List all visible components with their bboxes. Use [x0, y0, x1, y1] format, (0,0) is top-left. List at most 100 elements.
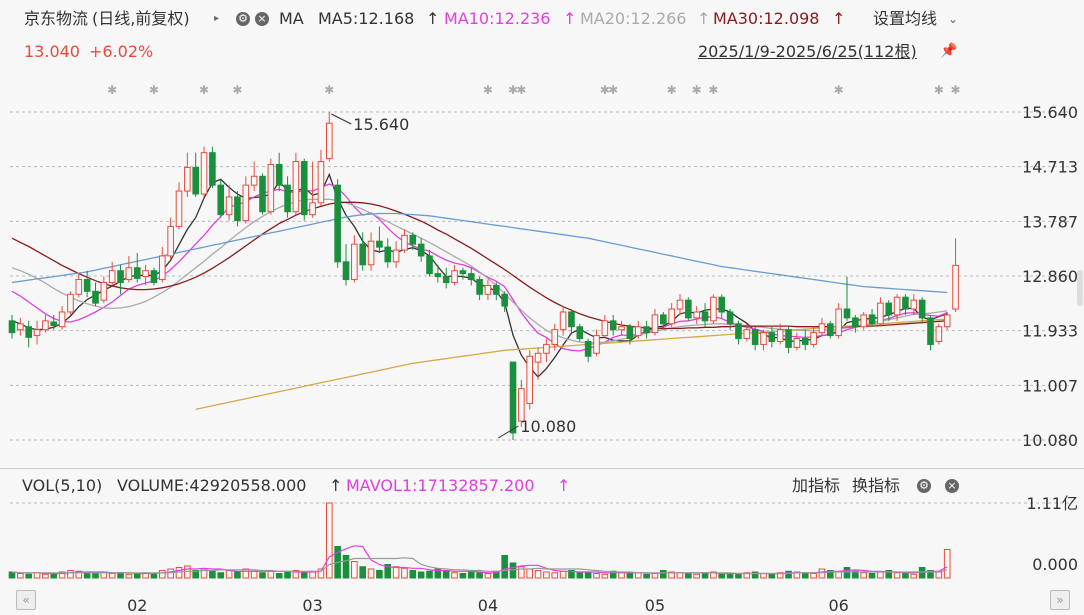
- volume-bar: [459, 573, 467, 579]
- candle-body: [618, 326, 625, 331]
- indicator-name: MA: [279, 9, 304, 28]
- date-range[interactable]: 2025/1/9-2025/6/25(112根): [698, 42, 917, 61]
- candle-body: [376, 240, 383, 248]
- gear-icon[interactable]: ⚙: [917, 479, 931, 493]
- volume-bar: [467, 571, 475, 579]
- candle-body: [242, 184, 250, 222]
- ma10-line: [11, 183, 948, 352]
- candle-body: [651, 314, 659, 334]
- pin-icon[interactable]: 📌: [940, 43, 958, 59]
- volume-bar: [250, 570, 258, 579]
- candle-body: [601, 320, 609, 337]
- candle-body: [117, 270, 124, 283]
- annotation-label: 15.640: [353, 115, 409, 134]
- event-marker-icon: ✱: [199, 83, 209, 97]
- volume-bar: [935, 571, 943, 579]
- vol-label: VOL(5,10): [22, 476, 103, 495]
- scroll-right-button[interactable]: »: [1050, 590, 1070, 610]
- volume-bar: [451, 572, 458, 579]
- annotation-arrow: [331, 113, 352, 125]
- volume-bar: [159, 570, 166, 579]
- volume-bar: [108, 573, 116, 579]
- candle-body: [726, 311, 734, 325]
- candle-body: [743, 329, 751, 340]
- volume-bar: [843, 567, 851, 579]
- volume-bar: [367, 568, 375, 579]
- volume-bar: [718, 573, 726, 579]
- candle-body: [250, 175, 258, 186]
- candle-body: [125, 267, 133, 281]
- volume-bar: [501, 555, 508, 579]
- event-marker-icon: ✱: [708, 83, 718, 97]
- chart-header: 京东物流 (日线,前复权) ▸ ⚙ × MA MA5:12.168 ↑ MA10…: [0, 0, 1084, 70]
- candle-body: [17, 323, 24, 331]
- volume-ma10-line: [11, 557, 948, 575]
- candle-body: [893, 296, 901, 316]
- close-icon[interactable]: ×: [945, 479, 959, 493]
- candle-body: [902, 296, 909, 310]
- x-tick-label: 05: [645, 596, 665, 615]
- volume-bar: [259, 572, 266, 579]
- volume-bar: [534, 570, 542, 579]
- volume-bar: [150, 573, 158, 579]
- candle-body: [952, 264, 959, 310]
- price-annotations: 15.640 10.080: [331, 113, 576, 439]
- volume-bar: [726, 573, 734, 579]
- stock-name[interactable]: 京东物流: [24, 9, 89, 28]
- candle-body: [685, 299, 692, 319]
- volume-bar: [284, 571, 291, 579]
- candle-body: [83, 279, 91, 292]
- candle-body: [434, 273, 442, 278]
- volume-bar: [693, 573, 701, 579]
- mavol-value: MAVOL1:17132857.200: [346, 476, 535, 495]
- volume-bar: [868, 573, 876, 579]
- candle-body: [868, 314, 876, 325]
- candle-body: [693, 311, 701, 319]
- event-marker-icon: ✱: [692, 83, 702, 97]
- volume-bar: [117, 572, 124, 579]
- y-tick-label: 14.713: [1022, 158, 1078, 177]
- candle-body: [676, 299, 684, 310]
- volume-bar: [785, 570, 792, 579]
- candle-body: [526, 355, 534, 404]
- event-marker-icon: ✱: [600, 83, 610, 97]
- volume-bar: [885, 570, 893, 579]
- volume-bar: [609, 570, 617, 579]
- candle-body: [342, 261, 350, 281]
- volume-bar: [559, 570, 567, 579]
- candle-body: [426, 255, 433, 275]
- volume-bar: [743, 572, 751, 579]
- volume-bar: [601, 573, 609, 579]
- pane-divider[interactable]: [0, 468, 1084, 469]
- volume-bar: [75, 570, 83, 579]
- candle-body: [133, 267, 141, 279]
- candle-body: [534, 352, 542, 363]
- candle-body: [835, 308, 842, 337]
- candles: [8, 112, 959, 440]
- scrollbar-handle[interactable]: [1077, 270, 1083, 306]
- volume-bar: [242, 568, 250, 579]
- date-axis: 02 03 04 05 06: [127, 596, 849, 615]
- candle-body: [551, 329, 559, 345]
- volume-bar: [685, 573, 692, 579]
- close-icon[interactable]: ×: [255, 12, 269, 26]
- candle-body: [827, 323, 834, 337]
- chevron-down-icon[interactable]: ⌄: [948, 12, 959, 26]
- scroll-left-button[interactable]: «: [16, 590, 36, 610]
- volume-bar: [576, 571, 584, 579]
- period-label[interactable]: (日线,前复权): [92, 9, 190, 28]
- candle-body: [92, 290, 99, 304]
- add-indicator-button[interactable]: 加指标: [792, 476, 841, 495]
- switch-indicator-button[interactable]: 换指标: [852, 476, 901, 495]
- candle-body: [852, 317, 859, 328]
- volume-bar: [209, 570, 216, 579]
- x-tick-label: 02: [127, 596, 147, 615]
- ma-settings-button[interactable]: 设置均线: [873, 9, 938, 28]
- gear-icon[interactable]: ⚙: [236, 12, 250, 26]
- period-dropdown-icon[interactable]: ▸: [214, 13, 220, 24]
- volume-bar: [409, 570, 417, 579]
- volume-bar: [793, 571, 801, 579]
- volume-bar: [217, 572, 225, 579]
- candle-body: [559, 311, 567, 331]
